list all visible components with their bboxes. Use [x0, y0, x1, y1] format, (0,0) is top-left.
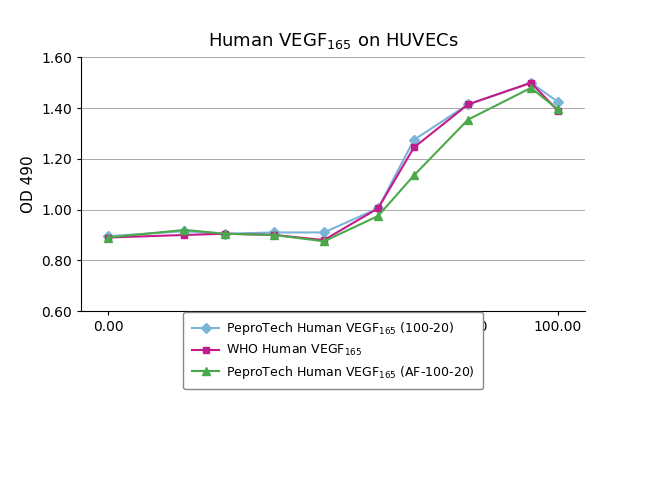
Line: PeproTech Human VEGF$_{165}$ (100-20): PeproTech Human VEGF$_{165}$ (100-20)	[105, 80, 562, 240]
PeproTech Human VEGF$_{165}$ (AF-100-20)	[320, 239, 328, 244]
WHO Human VEGF$_{165}$	[270, 232, 278, 238]
X-axis label: hVEGF$_{165}$ Concentration (ng/ml): hVEGF$_{165}$ Concentration (ng/ml)	[211, 342, 456, 362]
WHO Human VEGF$_{165}$	[410, 145, 418, 150]
PeproTech Human VEGF$_{165}$ (AF-100-20)	[105, 235, 112, 240]
Title: Human VEGF$_{165}$ on HUVECs: Human VEGF$_{165}$ on HUVECs	[208, 31, 458, 51]
PeproTech Human VEGF$_{165}$ (100-20)	[270, 229, 278, 235]
PeproTech Human VEGF$_{165}$ (100-20)	[180, 228, 188, 234]
PeproTech Human VEGF$_{165}$ (AF-100-20)	[180, 227, 188, 233]
PeproTech Human VEGF$_{165}$ (AF-100-20)	[270, 232, 278, 238]
PeproTech Human VEGF$_{165}$ (AF-100-20)	[527, 85, 535, 91]
PeproTech Human VEGF$_{165}$ (100-20)	[320, 229, 328, 235]
WHO Human VEGF$_{165}$	[180, 232, 188, 238]
Y-axis label: OD 490: OD 490	[21, 156, 36, 213]
PeproTech Human VEGF$_{165}$ (AF-100-20)	[374, 213, 382, 219]
WHO Human VEGF$_{165}$	[320, 237, 328, 243]
WHO Human VEGF$_{165}$	[464, 102, 472, 107]
PeproTech Human VEGF$_{165}$ (AF-100-20)	[554, 107, 562, 113]
PeproTech Human VEGF$_{165}$ (AF-100-20)	[410, 172, 418, 178]
Line: PeproTech Human VEGF$_{165}$ (AF-100-20): PeproTech Human VEGF$_{165}$ (AF-100-20)	[104, 84, 562, 245]
Legend: PeproTech Human VEGF$_{165}$ (100-20), WHO Human VEGF$_{165}$, PeproTech Human V: PeproTech Human VEGF$_{165}$ (100-20), W…	[183, 311, 483, 389]
PeproTech Human VEGF$_{165}$ (AF-100-20)	[464, 117, 472, 123]
WHO Human VEGF$_{165}$	[527, 80, 535, 86]
PeproTech Human VEGF$_{165}$ (100-20)	[374, 205, 382, 211]
PeproTech Human VEGF$_{165}$ (100-20)	[554, 99, 562, 105]
PeproTech Human VEGF$_{165}$ (AF-100-20)	[222, 231, 229, 237]
WHO Human VEGF$_{165}$	[222, 231, 229, 237]
PeproTech Human VEGF$_{165}$ (100-20)	[527, 80, 535, 86]
PeproTech Human VEGF$_{165}$ (100-20)	[105, 233, 112, 239]
PeproTech Human VEGF$_{165}$ (100-20)	[222, 231, 229, 237]
PeproTech Human VEGF$_{165}$ (100-20)	[410, 137, 418, 143]
Line: WHO Human VEGF$_{165}$: WHO Human VEGF$_{165}$	[105, 80, 562, 243]
WHO Human VEGF$_{165}$	[374, 205, 382, 211]
WHO Human VEGF$_{165}$	[554, 108, 562, 114]
PeproTech Human VEGF$_{165}$ (100-20)	[464, 102, 472, 107]
WHO Human VEGF$_{165}$	[105, 235, 112, 240]
